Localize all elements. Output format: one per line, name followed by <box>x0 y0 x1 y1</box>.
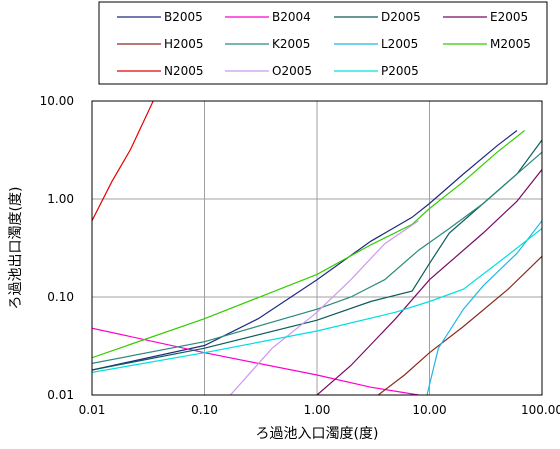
x-tick-label: 1.00 <box>304 403 331 417</box>
series-line-k2005 <box>92 151 542 364</box>
series-line-n2005 <box>92 101 154 221</box>
series-line-o2005 <box>229 220 419 395</box>
legend: B2005 B2004 D2005 E2005 H2005 K2005 L2005 M2005… <box>117 10 531 78</box>
y-tick-label: 0.01 <box>47 388 74 402</box>
y-tick-label: 0.10 <box>47 290 74 304</box>
legend-entry-l2005: L2005 <box>381 37 418 51</box>
series-line-b2005 <box>92 130 518 371</box>
legend-entry-n2005: N2005 <box>164 64 204 78</box>
x-axis-label: ろ過池入口濁度(度) <box>256 426 379 442</box>
plot-frame <box>91 100 543 396</box>
legend-entry-h2005: H2005 <box>164 37 204 51</box>
y-axis-label: ろ過池出口濁度(度) <box>8 187 24 310</box>
y-tick-labels: 0.01 0.10 1.00 10.00 <box>40 94 74 402</box>
legend-entry-k2005: K2005 <box>272 37 310 51</box>
series-layer <box>92 101 542 395</box>
legend-entry-e2005: E2005 <box>490 10 528 24</box>
x-tick-labels: 0.01 0.10 1.00 10.00 100.00 <box>79 403 560 417</box>
legend-entry-m2005: M2005 <box>490 37 531 51</box>
series-line-p2005 <box>92 228 542 373</box>
legend-entry-d2005: D2005 <box>381 10 421 24</box>
series-line-e2005 <box>316 169 542 395</box>
x-tick-label: 0.10 <box>191 403 218 417</box>
grid <box>92 101 542 395</box>
legend-entry-b2005: B2005 <box>164 10 203 24</box>
series-line-b2004 <box>92 327 419 395</box>
x-tick-label: 100.00 <box>521 403 560 417</box>
legend-entry-o2005: O2005 <box>272 64 312 78</box>
x-tick-label: 10.00 <box>412 403 446 417</box>
y-tick-label: 1.00 <box>47 192 74 206</box>
x-tick-label: 0.01 <box>79 403 106 417</box>
series-line-h2005 <box>377 255 542 395</box>
legend-box <box>98 1 548 85</box>
legend-entry-b2004: B2004 <box>272 10 311 24</box>
y-tick-label: 10.00 <box>40 94 74 108</box>
legend-entry-p2005: P2005 <box>381 64 419 78</box>
series-line-l2005 <box>426 220 542 395</box>
